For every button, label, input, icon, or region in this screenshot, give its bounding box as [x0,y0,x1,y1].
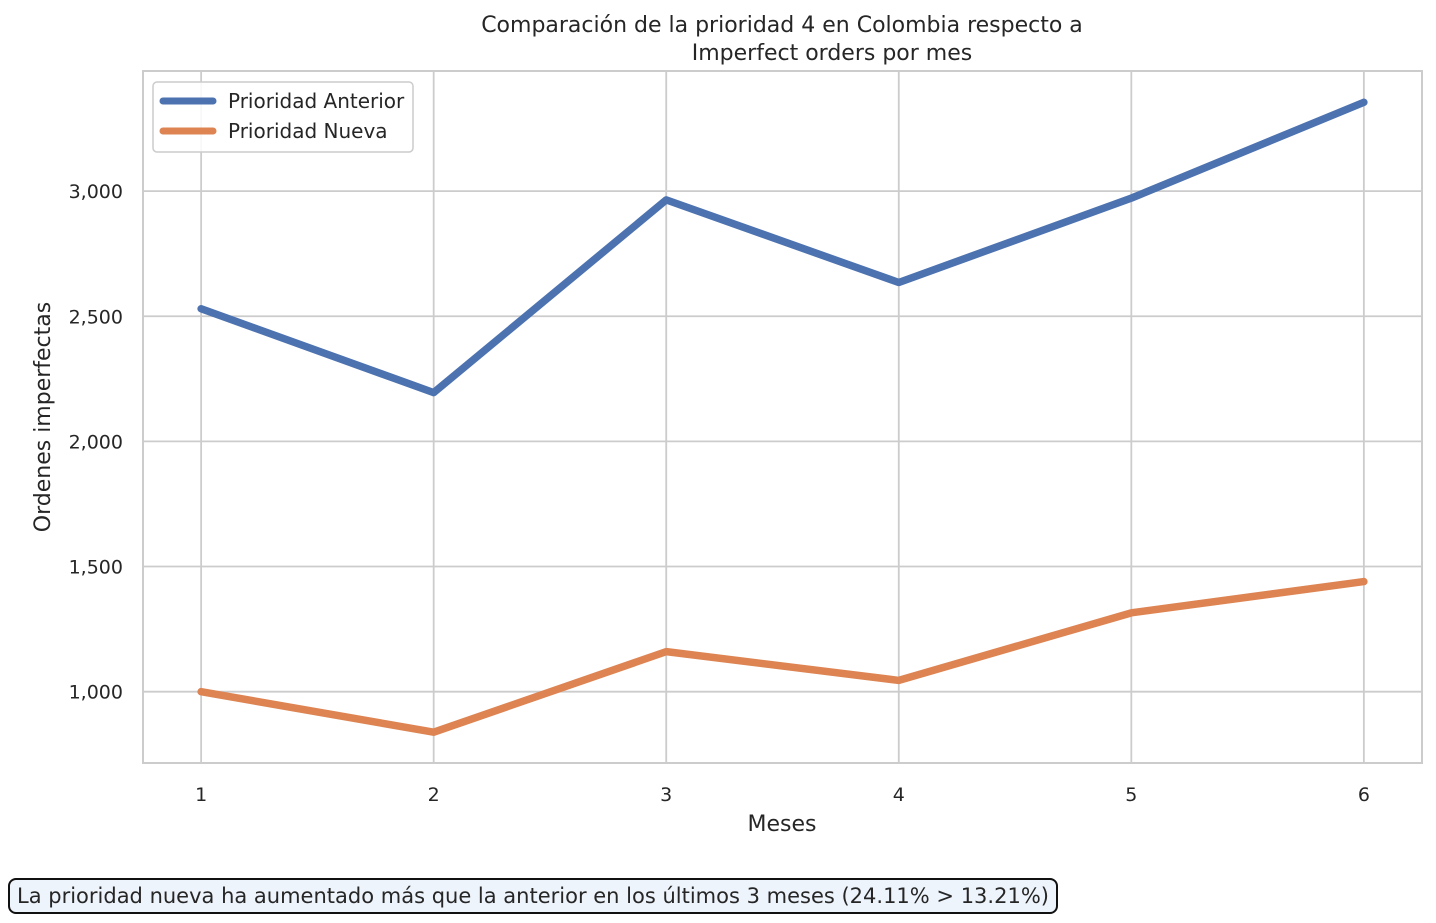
y-axis-label: Ordenes imperfectas [31,302,56,532]
legend: Prioridad Anterior Prioridad Nueva [152,81,414,153]
legend-box [152,81,414,153]
tick-labels: 1 2 3 4 5 6 1,000 1,500 2,000 2,500 3,000 [69,181,1370,806]
x-tick-label: 2 [428,784,440,806]
y-tick-label: 3,000 [69,181,123,203]
chart-title-line-2: Imperfect orders por mes [692,41,972,66]
legend-label-anterior: Prioridad Anterior [228,89,405,113]
x-tick-label: 6 [1358,784,1370,806]
x-tick-label: 4 [893,784,905,806]
annotation-box: La prioridad nueva ha aumentado más que … [8,878,1058,914]
plot-frame [142,70,1423,764]
grid-lines [143,71,1422,763]
legend-label-nueva: Prioridad Nueva [228,119,388,143]
x-tick-label: 5 [1125,784,1137,806]
y-tick-label: 2,500 [69,306,123,328]
series-line-anterior [197,98,1368,397]
series-line-nueva [197,577,1368,736]
chart-title-line-1: Comparación de la prioridad 4 en Colombi… [481,13,1083,38]
y-tick-label: 2,000 [69,431,123,453]
x-tick-label: 1 [195,784,207,806]
y-tick-label: 1,500 [69,557,123,579]
line-chart: Comparación de la prioridad 4 en Colombi… [31,13,1423,837]
y-tick-label: 1,000 [69,682,123,704]
x-tick-label: 3 [660,784,672,806]
x-axis-label: Meses [748,812,817,837]
series-lines [197,98,1368,736]
